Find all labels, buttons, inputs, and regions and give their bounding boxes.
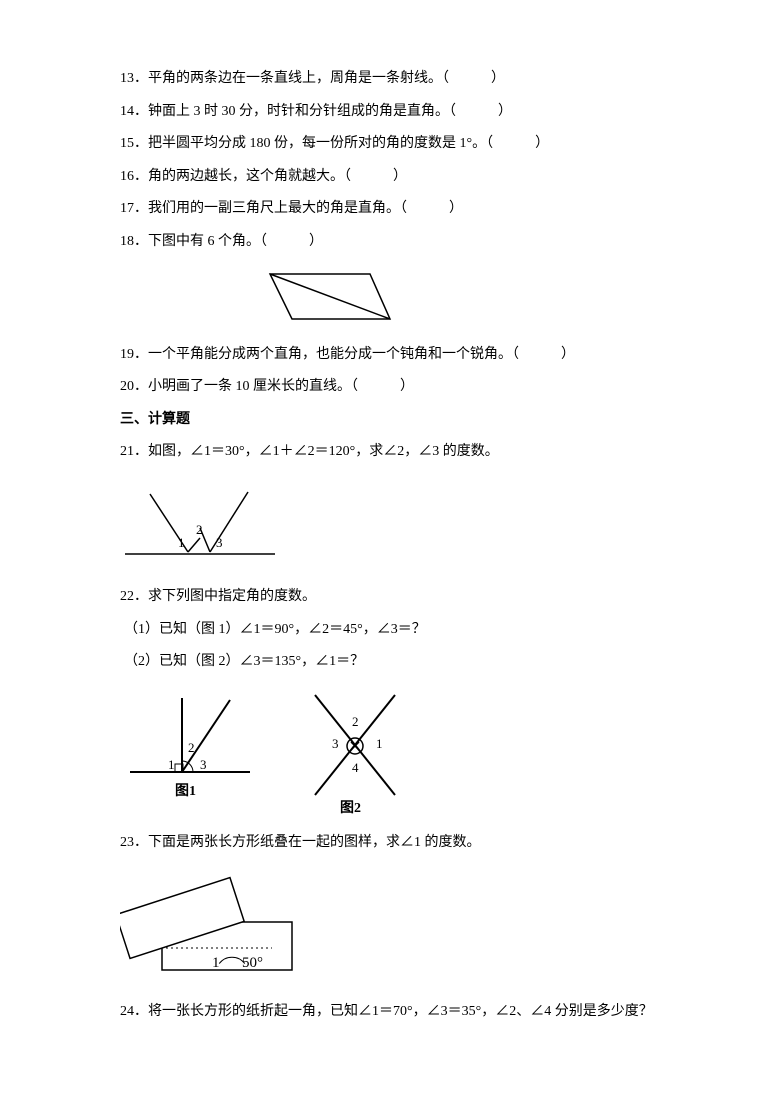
q22-num: 22． [120,589,148,604]
figure-22-2-svg: 1 2 3 4 图2 [290,690,430,816]
q21-num: 21． [120,444,148,459]
q18-text: 下图中有 6 个角。（ ） [148,234,323,249]
figure-21: 1 2 3 [120,484,670,566]
q19-text: 一个平角能分成两个直角，也能分成一个钝角和一个锐角。（ ） [148,347,575,362]
svg-text:2: 2 [196,522,203,537]
question-13: 13．平角的两条边在一条直线上，周角是一条射线。（ ） [120,66,670,93]
question-22-sub2: （2）已知（图 2）∠3＝135°，∠1＝？ [120,649,670,676]
question-17: 17．我们用的一副三角尺上最大的角是直角。（ ） [120,196,670,223]
svg-text:1: 1 [212,955,220,971]
question-14: 14．钟面上 3 时 30 分，时针和分针组成的角是直角。（ ） [120,99,670,126]
question-21: 21．如图，∠1＝30°，∠1＋∠2＝120°，求∠2，∠3 的度数。 [120,439,670,466]
question-24: 24．将一张长方形的纸折起一角，已知∠1＝70°，∠3＝35°，∠2、∠4 分别… [120,999,670,1026]
q16-num: 16． [120,169,148,184]
svg-text:3: 3 [200,757,207,772]
question-16: 16．角的两边越长，这个角就越大。（ ） [120,164,670,191]
q17-num: 17． [120,201,148,216]
figure-22-2: 1 2 3 4 图2 [290,690,430,816]
figure-18-svg [260,264,410,334]
q15-text: 把半圆平均分成 180 份，每一份所对的角的度数是 1°。（ ） [148,136,549,151]
question-15: 15．把半圆平均分成 180 份，每一份所对的角的度数是 1°。（ ） [120,131,670,158]
q13-text: 平角的两条边在一条直线上，周角是一条射线。（ ） [148,71,505,86]
figure-18 [120,264,670,334]
question-20: 20．小明画了一条 10 厘米长的直线。（ ） [120,374,670,401]
svg-text:3: 3 [216,535,223,550]
q19-num: 19． [120,347,148,362]
svg-text:2: 2 [188,740,195,755]
q24-num: 24． [120,1004,148,1019]
q20-text: 小明画了一条 10 厘米长的直线。（ ） [148,379,414,394]
q13-num: 13． [120,71,148,86]
svg-text:3: 3 [332,736,339,751]
q14-text: 钟面上 3 时 30 分，时针和分针组成的角是直角。（ ） [148,104,512,119]
svg-text:1: 1 [376,736,383,751]
q17-text: 我们用的一副三角尺上最大的角是直角。（ ） [148,201,463,216]
figure-22-1-svg: 1 2 3 图1 [120,690,260,800]
figure-23: 1 50° [120,870,670,985]
figure-23-svg: 1 50° [120,870,310,985]
q22-text: 求下列图中指定角的度数。 [148,589,316,604]
question-19: 19．一个平角能分成两个直角，也能分成一个钝角和一个锐角。（ ） [120,342,670,369]
q23-text: 下面是两张长方形纸叠在一起的图样，求∠1 的度数。 [148,835,481,850]
svg-text:1: 1 [178,535,185,550]
svg-text:1: 1 [168,757,175,772]
svg-text:4: 4 [352,760,359,775]
page: 13．平角的两条边在一条直线上，周角是一条射线。（ ） 14．钟面上 3 时 3… [0,0,780,1092]
question-22-sub1: （1）已知（图 1）∠1＝90°，∠2＝45°，∠3＝？ [120,617,670,644]
svg-text:50°: 50° [242,955,263,971]
figure-22: 1 2 3 图1 1 2 3 4 图2 [120,690,670,816]
question-22: 22．求下列图中指定角的度数。 [120,584,670,611]
q23-num: 23． [120,835,148,850]
q15-num: 15． [120,136,148,151]
question-23: 23．下面是两张长方形纸叠在一起的图样，求∠1 的度数。 [120,830,670,857]
q21-text: 如图，∠1＝30°，∠1＋∠2＝120°，求∠2，∠3 的度数。 [148,444,499,459]
figure-22-2-caption: 图2 [340,800,361,816]
q14-num: 14． [120,104,148,119]
section-3-title: 三、计算题 [120,407,670,434]
q24-text: 将一张长方形的纸折起一角，已知∠1＝70°，∠3＝35°，∠2、∠4 分别是多少… [148,1004,653,1019]
figure-21-svg: 1 2 3 [120,484,290,566]
q16-text: 角的两边越长，这个角就越大。（ ） [148,169,407,184]
q18-num: 18． [120,234,148,249]
figure-22-1-caption: 图1 [175,783,196,799]
question-18: 18．下图中有 6 个角。（ ） [120,229,670,256]
q20-num: 20． [120,379,148,394]
svg-text:2: 2 [352,714,359,729]
figure-22-1: 1 2 3 图1 [120,690,260,816]
